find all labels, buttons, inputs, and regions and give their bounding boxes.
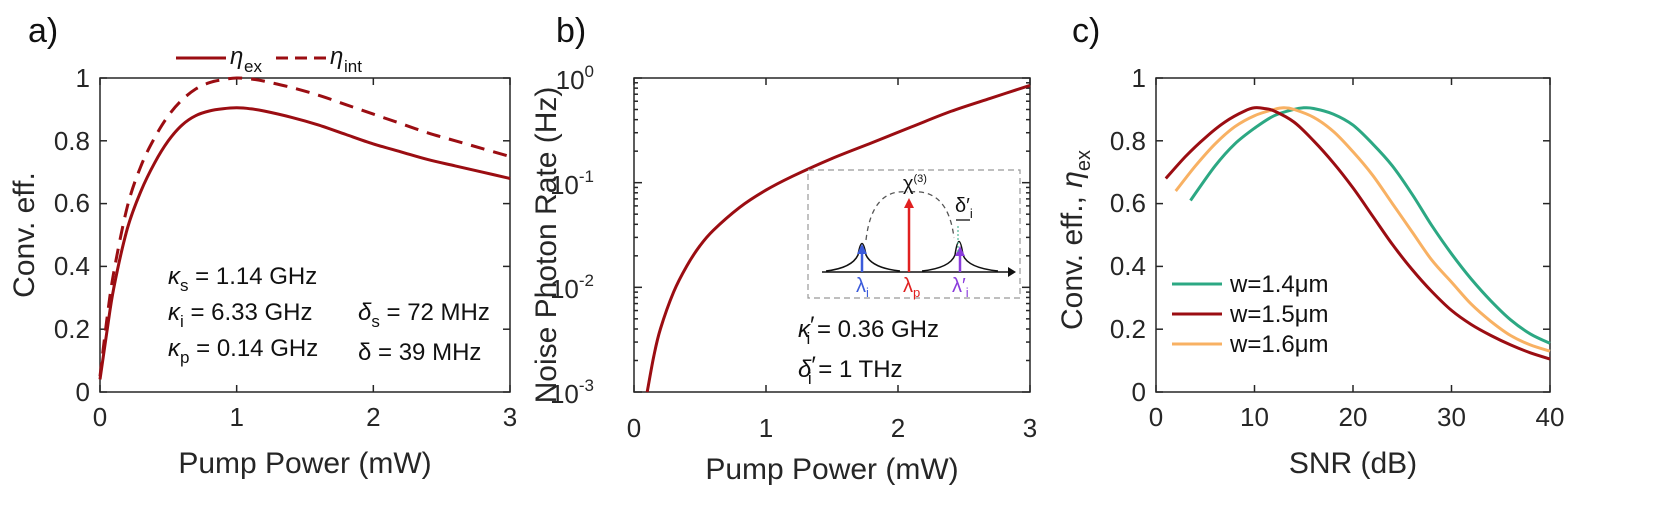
a-legend-int-symbol: η [330,43,343,70]
a-series-eta-int [98,76,511,377]
a-xlabel: Pump Power (mW) [178,447,431,480]
panel-a: a) 0 1 2 3 0 0.2 0.4 0.6 0.8 1 Pump Powe… [8,12,517,480]
a-ann-kappa-p: κp = 0.14 GHz [168,335,318,367]
a-ytick-1: 0.2 [54,314,90,344]
a-ytick-3: 0.6 [54,188,90,218]
a-xtick-2: 2 [366,402,380,432]
panel-b-axes-box [633,77,1031,393]
panel-b-label: b) [556,12,586,50]
a-ann-delta: δ = 39 MHz [358,339,481,366]
c-xtick-2: 20 [1339,402,1368,432]
c-series-w15 [1164,106,1551,361]
c-xtick-3: 30 [1437,402,1466,432]
c-legend: w=1.4μm w=1.5μm w=1.6μm [1172,271,1329,358]
b-inset-lambda-i: λi [856,275,869,300]
c-ylabel: Conv. eff., ηex [1056,150,1095,330]
b-ytick-0: 10-3 [550,376,594,409]
panel-c-ticks [1155,77,1551,393]
b-inset-coupling-arc-left [865,191,909,241]
b-series-noise-rate [645,83,1031,393]
b-xtick-2: 2 [891,413,905,443]
c-ytick-0: 0 [1132,377,1146,407]
b-inset-frame [807,169,1021,299]
b-inset-idler-arrowhead [857,244,867,254]
b-inset-shifted-idler-arrowhead [955,246,965,256]
a-ann-delta-s: δs = 72 MHz [358,299,490,331]
b-xtick-1: 1 [759,413,773,443]
b-ytick-3: 100 [556,62,594,95]
b-ann-kappa-i-prime: κ′i = 0.36 GHz [798,312,939,348]
b-ytick-1: 10-2 [550,271,594,304]
a-annotations: κs = 1.14 GHz κi = 6.33 GHz κp = 0.14 GH… [168,263,490,367]
panel-b: b) 0 1 2 3 10-3 10-2 10-1 100 Pump Power… [530,12,1037,486]
b-inset-axis-arrowhead [1008,267,1016,277]
c-series-w14 [1189,106,1551,345]
b-ann-delta-i-prime: δ′i = 1 THz [798,352,903,388]
a-ann-kappa-i: κi = 6.33 GHz [168,299,313,331]
b-annotations: κ′i = 0.36 GHz δ′i = 1 THz [798,312,939,388]
panel-a-axes-box [99,77,511,393]
c-ytick-3: 0.6 [1110,188,1146,218]
a-ytick-5: 1 [76,63,90,93]
b-inset-coupling-arc-right [909,191,955,239]
panel-c-label: c) [1072,12,1100,50]
a-legend-ex-sub: ex [244,57,262,76]
b-inset-chi3: χ(3) [903,173,927,195]
b-xtick-3: 3 [1023,413,1037,443]
c-ytick-5: 1 [1132,63,1146,93]
c-series-w16 [1174,106,1551,353]
c-xtick-1: 10 [1240,402,1269,432]
c-legend-label-w16: w=1.6μm [1229,331,1329,358]
a-xtick-0: 0 [93,402,107,432]
b-ylabel: Noise Photon Rate (Hz) [530,87,563,404]
b-inset: χ(3) δ′i λi λp λ′i [807,169,1021,300]
a-ann-kappa-s: κs = 1.14 GHz [168,263,317,295]
a-legend-int-sub: int [344,57,362,76]
b-inset-lambda-i-prime: λ′i [952,275,969,300]
b-inset-resonance-left [825,242,901,272]
a-ytick-0: 0 [76,377,90,407]
c-legend-label-w14: w=1.4μm [1229,271,1329,298]
a-legend-ex-symbol: η [230,43,243,70]
b-ytick-2: 10-1 [550,167,594,200]
a-series-eta-ex [98,106,511,380]
panel-b-ticks [633,77,1031,393]
b-xlabel: Pump Power (mW) [705,453,958,486]
a-ytick-4: 0.8 [54,126,90,156]
b-inset-pump-arrowhead [904,198,914,208]
c-xlabel: SNR (dB) [1289,447,1417,480]
panel-c: c) 0 10 20 30 40 0 0.2 0.4 0.6 0.8 1 SNR… [1056,12,1564,480]
b-inset-lambda-p: λp [903,275,920,300]
panel-a-label: a) [28,12,58,50]
c-legend-label-w15: w=1.5μm [1229,301,1329,328]
a-xtick-3: 3 [503,402,517,432]
b-inset-resonance-right [921,240,999,272]
c-ytick-2: 0.4 [1110,251,1146,281]
a-xtick-1: 1 [229,402,243,432]
c-ytick-1: 0.2 [1110,314,1146,344]
c-xtick-0: 0 [1149,402,1163,432]
a-ytick-2: 0.4 [54,251,90,281]
a-legend: η ex η int [176,43,362,76]
c-xtick-4: 40 [1536,402,1565,432]
panel-a-ticks [99,77,511,393]
a-ylabel: Conv. eff. [8,172,41,298]
b-xtick-0: 0 [627,413,641,443]
b-inset-delta-label: δ′i [955,195,973,221]
c-ytick-4: 0.8 [1110,126,1146,156]
